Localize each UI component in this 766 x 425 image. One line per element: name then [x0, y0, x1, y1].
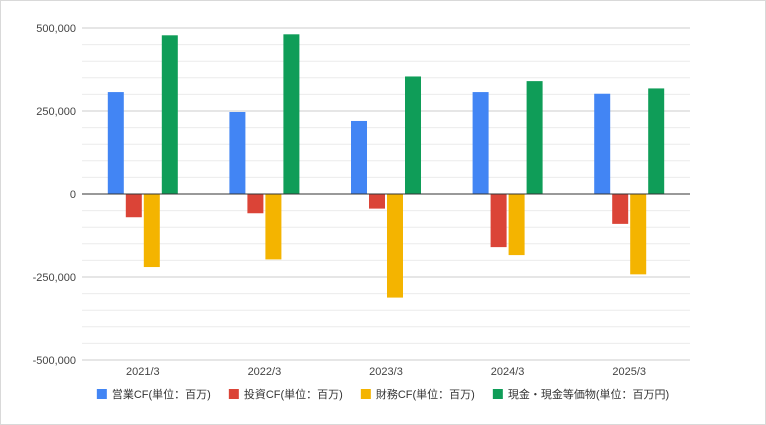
bar — [143, 194, 160, 268]
bars — [107, 34, 665, 298]
bar — [612, 194, 629, 224]
y-tick-label: 500,000 — [36, 23, 76, 35]
y-tick-label: 0 — [70, 189, 76, 201]
bar — [648, 88, 665, 194]
bar — [107, 92, 124, 194]
legend-label: 現金・現金等価物(単位：百万円) — [508, 387, 669, 401]
bar — [283, 34, 300, 194]
gridlines — [82, 27, 690, 361]
bar — [265, 194, 282, 260]
y-tick-label: -500,000 — [33, 355, 76, 367]
bar — [247, 194, 264, 214]
bar — [405, 76, 421, 194]
bar — [369, 194, 385, 209]
x-tick-label: 2021/3 — [126, 366, 160, 378]
y-axis: 500,000 250,000 0 -250,000 -500,000 — [33, 23, 76, 367]
legend-label: 財務CF(単位：百万) — [376, 387, 475, 401]
x-tick-label: 2024/3 — [491, 366, 525, 378]
bar — [161, 35, 178, 194]
x-tick-label: 2022/3 — [248, 366, 282, 378]
bar — [594, 93, 611, 194]
bar — [351, 120, 367, 194]
legend-label: 営業CF(単位：百万) — [112, 387, 211, 401]
bar — [472, 92, 489, 194]
bar — [490, 194, 507, 248]
y-tick-label: -250,000 — [33, 272, 76, 284]
legend-label: 投資CF(単位：百万) — [244, 387, 343, 401]
x-axis: 2021/3 2022/3 2023/3 2024/3 2025/3 — [126, 366, 646, 378]
x-tick-label: 2023/3 — [369, 366, 403, 378]
bar — [387, 194, 403, 298]
bar — [125, 194, 142, 218]
bar — [229, 111, 246, 194]
legend: 営業CF(単位：百万) 投資CF(単位：百万) 財務CF(単位：百万) 現金・現金等価… — [96, 387, 669, 401]
y-tick-label: 250,000 — [36, 106, 76, 118]
bar — [630, 194, 647, 275]
x-tick-label: 2025/3 — [612, 366, 646, 378]
bar — [526, 81, 543, 194]
legend-swatch — [360, 389, 371, 399]
legend-swatch — [492, 389, 503, 399]
legend-swatch — [96, 389, 107, 399]
bar — [508, 194, 525, 256]
legend-swatch — [228, 389, 239, 399]
